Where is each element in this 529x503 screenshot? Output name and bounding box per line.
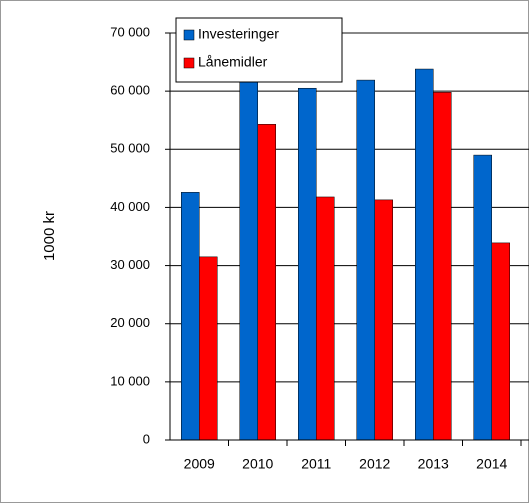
bar [298, 87, 317, 441]
legend-label: Lånemidler [198, 54, 268, 70]
bar [257, 124, 276, 441]
x-tick-label: 2012 [359, 456, 390, 472]
y-tick-label: 50 000 [110, 141, 150, 156]
legend-swatch [183, 29, 195, 41]
x-tick-label: 2011 [301, 456, 331, 472]
y-tick-label: 60 000 [110, 83, 150, 98]
x-tick-label: 2014 [476, 456, 507, 472]
bar [415, 68, 434, 441]
legend-label: Investeringer [198, 26, 279, 42]
legend-swatch [183, 57, 195, 69]
bar [181, 192, 200, 441]
bar [199, 256, 218, 441]
x-tick-label: 2013 [418, 456, 449, 472]
legend-box [175, 17, 343, 83]
bar [239, 67, 258, 441]
bar [473, 154, 492, 441]
bar [374, 199, 393, 441]
bar [433, 92, 452, 441]
bar [491, 242, 510, 441]
bar [356, 79, 375, 441]
y-tick-label: 70 000 [110, 24, 150, 39]
y-tick-label: 40 000 [110, 199, 150, 214]
y-tick-label: 20 000 [110, 315, 150, 330]
y-tick-label: 30 000 [110, 257, 150, 272]
x-tick-label: 2010 [242, 456, 273, 472]
y-tick-label: 0 [143, 431, 150, 446]
y-axis-label: 1000 kr [41, 211, 58, 261]
y-tick-label: 10 000 [110, 373, 150, 388]
bar [316, 196, 335, 441]
x-tick-label: 2009 [184, 456, 215, 472]
